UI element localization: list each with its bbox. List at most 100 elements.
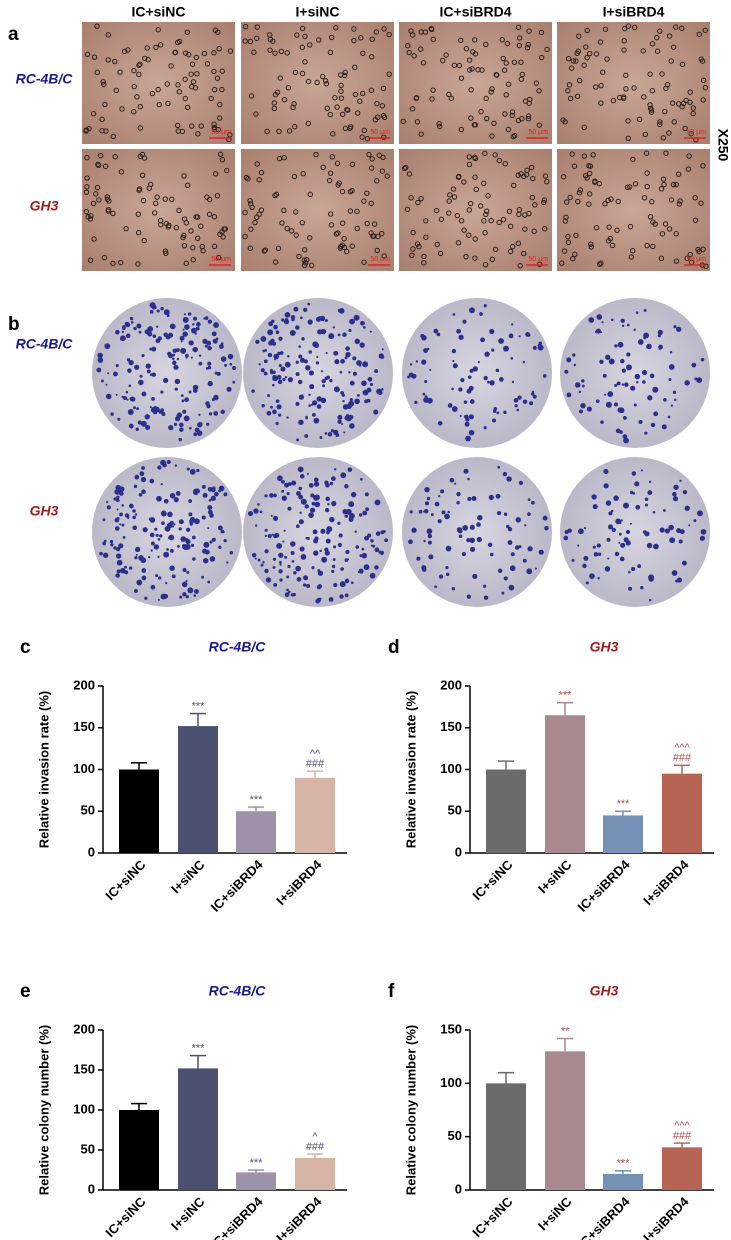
colony — [138, 555, 144, 561]
pore — [226, 136, 232, 143]
colony — [149, 406, 152, 409]
pore — [615, 198, 621, 205]
colony — [255, 339, 260, 345]
pore — [586, 170, 593, 177]
pore — [621, 38, 627, 44]
pore — [587, 191, 593, 197]
pore — [384, 173, 390, 179]
colony — [591, 494, 597, 500]
colony — [452, 359, 455, 363]
colony — [309, 507, 316, 513]
colony — [134, 364, 140, 370]
pore — [568, 65, 575, 71]
colony — [626, 352, 631, 357]
colony — [182, 543, 188, 550]
colony — [304, 434, 309, 438]
pore — [374, 247, 380, 254]
colony — [424, 486, 430, 493]
colony — [209, 513, 214, 518]
colony — [300, 498, 307, 505]
colony — [196, 468, 200, 473]
colony — [668, 364, 675, 370]
pore — [274, 89, 281, 95]
pore — [509, 112, 516, 119]
pore — [533, 80, 540, 86]
pore — [564, 199, 570, 205]
colony — [414, 400, 418, 405]
colony — [624, 382, 629, 387]
pore — [386, 71, 392, 77]
colony — [647, 490, 653, 495]
colony — [339, 370, 343, 374]
bar — [603, 1174, 643, 1190]
y-tick-label: 200 — [73, 1021, 95, 1036]
colony — [121, 504, 124, 507]
colony — [142, 527, 148, 533]
colony — [141, 575, 147, 581]
pore — [354, 208, 360, 215]
colony — [265, 577, 272, 583]
pore — [182, 76, 188, 83]
significance-label: ^ — [312, 1131, 318, 1143]
pore — [586, 201, 592, 207]
colony — [574, 382, 581, 388]
colony — [260, 368, 265, 373]
colony — [469, 368, 474, 373]
pore — [339, 220, 346, 226]
colony — [308, 370, 314, 376]
colony — [202, 557, 209, 564]
colony — [644, 497, 649, 502]
colony — [299, 357, 306, 363]
pore — [492, 246, 499, 253]
colony — [113, 546, 117, 550]
colony-plate — [92, 457, 242, 607]
pore — [349, 243, 356, 249]
pore — [658, 186, 665, 192]
colony — [426, 496, 431, 501]
colony — [679, 479, 682, 482]
pore — [684, 255, 690, 262]
pore — [511, 182, 517, 189]
pore — [423, 218, 429, 224]
colony — [284, 312, 291, 318]
colony — [133, 484, 138, 489]
colony — [308, 404, 312, 407]
colony — [573, 363, 576, 367]
colony — [503, 512, 508, 516]
colony — [343, 431, 346, 434]
pore — [608, 196, 614, 202]
colony — [195, 326, 200, 331]
colony — [293, 306, 299, 312]
micrograph: 50 μm — [557, 149, 710, 271]
pore — [216, 254, 222, 261]
colony — [607, 557, 610, 560]
colony — [454, 482, 457, 485]
pore — [307, 235, 313, 241]
colony — [489, 380, 495, 386]
pore — [466, 154, 473, 160]
pore — [569, 151, 575, 157]
pore — [631, 24, 638, 31]
colony-plate — [402, 298, 552, 448]
pore — [570, 58, 577, 64]
colony — [589, 573, 595, 579]
colony — [352, 356, 357, 361]
colony — [642, 380, 646, 384]
pore — [541, 197, 548, 203]
pore — [184, 104, 191, 111]
colony — [127, 368, 132, 373]
pore — [515, 240, 522, 246]
pore — [666, 33, 673, 39]
colony — [333, 386, 340, 393]
pore — [644, 170, 650, 176]
pore — [576, 33, 582, 39]
pore — [300, 171, 306, 177]
colony — [463, 400, 468, 404]
pore — [342, 69, 348, 76]
colony — [140, 476, 147, 483]
pore — [423, 234, 429, 240]
colony — [290, 541, 296, 547]
colony — [192, 490, 198, 495]
pore — [505, 81, 512, 87]
y-axis-label: Relative colony number (%) — [36, 1025, 51, 1195]
